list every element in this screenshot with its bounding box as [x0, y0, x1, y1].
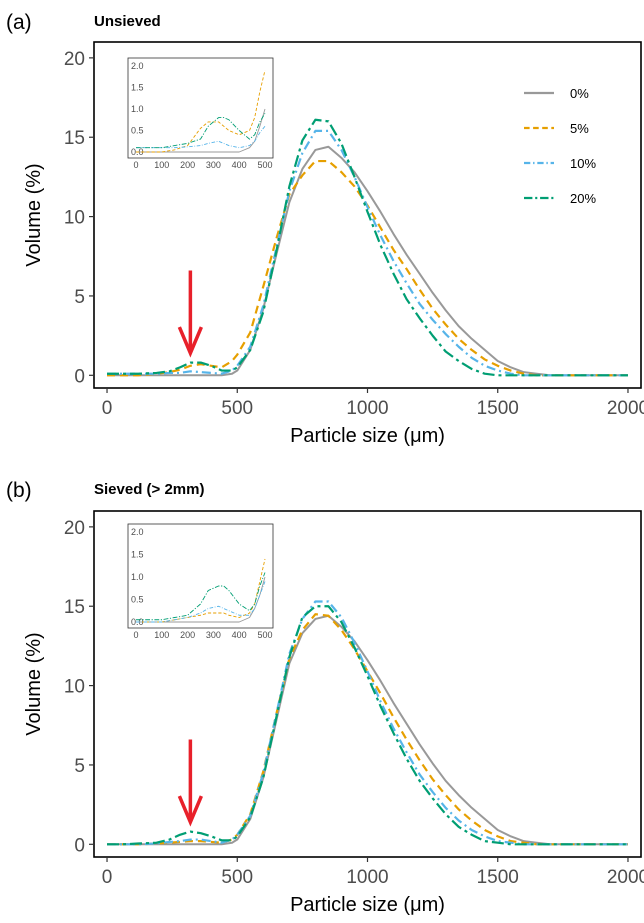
inset-series-line-5pct: [136, 558, 266, 623]
red-arrow-annotation: [177, 270, 203, 358]
inset-x-tick-label: 300: [206, 160, 221, 170]
inset-x-tick-label: 500: [257, 160, 272, 170]
series-line-0pct: [107, 145, 628, 377]
y-tick-label: 20: [64, 518, 85, 539]
x-tick-label: 1500: [477, 398, 519, 419]
series-line-10pct: [107, 600, 628, 846]
y-tick-label: 15: [64, 597, 85, 618]
panel-label: (b): [6, 479, 32, 502]
inset-x-tick-label: 200: [180, 630, 195, 640]
red-arrow-annotation: [177, 739, 203, 827]
inset-x-tick-label: 100: [154, 630, 169, 640]
inset-series-line-20pct: [136, 572, 266, 621]
inset-y-tick-label: 1.0: [131, 572, 144, 582]
x-tick-label: 500: [221, 867, 253, 888]
series-line-20pct: [107, 605, 628, 846]
x-axis-label: Particle size (μm): [290, 425, 445, 447]
inset-series-line-0pct: [136, 108, 266, 153]
x-tick-label: 1500: [477, 867, 519, 888]
inset-y-tick-label: 1.0: [131, 104, 144, 114]
inset-y-tick-label: 1.5: [131, 550, 144, 560]
inset-border: [127, 57, 274, 159]
inset-border: [127, 523, 274, 629]
legend-label: 20%: [570, 191, 596, 206]
inset-chart: 0.00.51.01.52.00 100 200 300 400 500: [127, 523, 274, 640]
y-axis-label: Volume (%): [23, 632, 45, 735]
inset-x-tick-label: 500: [257, 630, 272, 640]
x-tick-label: 500: [221, 398, 253, 419]
panel-title: Unsieved: [94, 13, 161, 30]
y-tick-label: 10: [64, 677, 85, 698]
inset-x-tick-label: 400: [232, 160, 247, 170]
y-tick-label: 5: [74, 756, 85, 777]
legend-label: 10%: [570, 156, 596, 171]
inset-series-line-10pct: [136, 125, 266, 149]
inset-x-tick-label: 0: [133, 160, 138, 170]
inset-x-tick-label: 100: [154, 160, 169, 170]
inset-series-line-5pct: [136, 70, 266, 153]
inset-series-line-0pct: [136, 576, 266, 623]
series-line-5pct: [107, 159, 628, 377]
inset-y-tick-label: 1.5: [131, 83, 144, 93]
y-tick-label: 20: [64, 49, 85, 70]
inset-y-tick-label: 0.5: [131, 595, 144, 605]
inset-x-tick-label: 400: [232, 630, 247, 640]
inset-series-line-20pct: [136, 113, 266, 149]
panel-title: Sieved (> 2mm): [94, 481, 204, 498]
arrow-head: [177, 326, 203, 358]
x-tick-label: 0: [102, 867, 113, 888]
y-axis-label: Volume (%): [23, 163, 45, 266]
inset-y-tick-label: 2.0: [131, 527, 144, 537]
arrow-head: [177, 795, 203, 827]
legend: 0% 5% 10% 20%: [524, 86, 596, 206]
x-tick-label: 2000: [607, 867, 644, 888]
panel-label: (a): [6, 11, 32, 34]
x-tick-label: 1000: [346, 398, 388, 419]
inset-series-line-10pct: [136, 581, 266, 623]
x-tick-label: 2000: [607, 398, 644, 419]
y-tick-label: 0: [74, 366, 85, 387]
y-tick-label: 0: [74, 835, 85, 856]
legend-label: 5%: [570, 121, 589, 136]
inset-y-tick-label: 2.0: [131, 61, 144, 71]
series-line-0pct: [107, 614, 628, 846]
x-axis-label: Particle size (μm): [290, 894, 445, 916]
inset-y-tick-label: 0.5: [131, 126, 144, 136]
y-tick-label: 5: [74, 287, 85, 308]
legend-label: 0%: [570, 86, 589, 101]
y-tick-label: 15: [64, 128, 85, 149]
series-line-20pct: [107, 118, 628, 377]
inset-chart: 0.00.51.01.52.00 100 200 300 400 500: [127, 57, 274, 170]
x-tick-label: 1000: [346, 867, 388, 888]
inset-x-tick-label: 0: [133, 630, 138, 640]
series-line-10pct: [107, 129, 628, 377]
x-tick-label: 0: [102, 398, 113, 419]
y-tick-label: 10: [64, 208, 85, 229]
inset-x-tick-label: 300: [206, 630, 221, 640]
inset-x-tick-label: 200: [180, 160, 195, 170]
